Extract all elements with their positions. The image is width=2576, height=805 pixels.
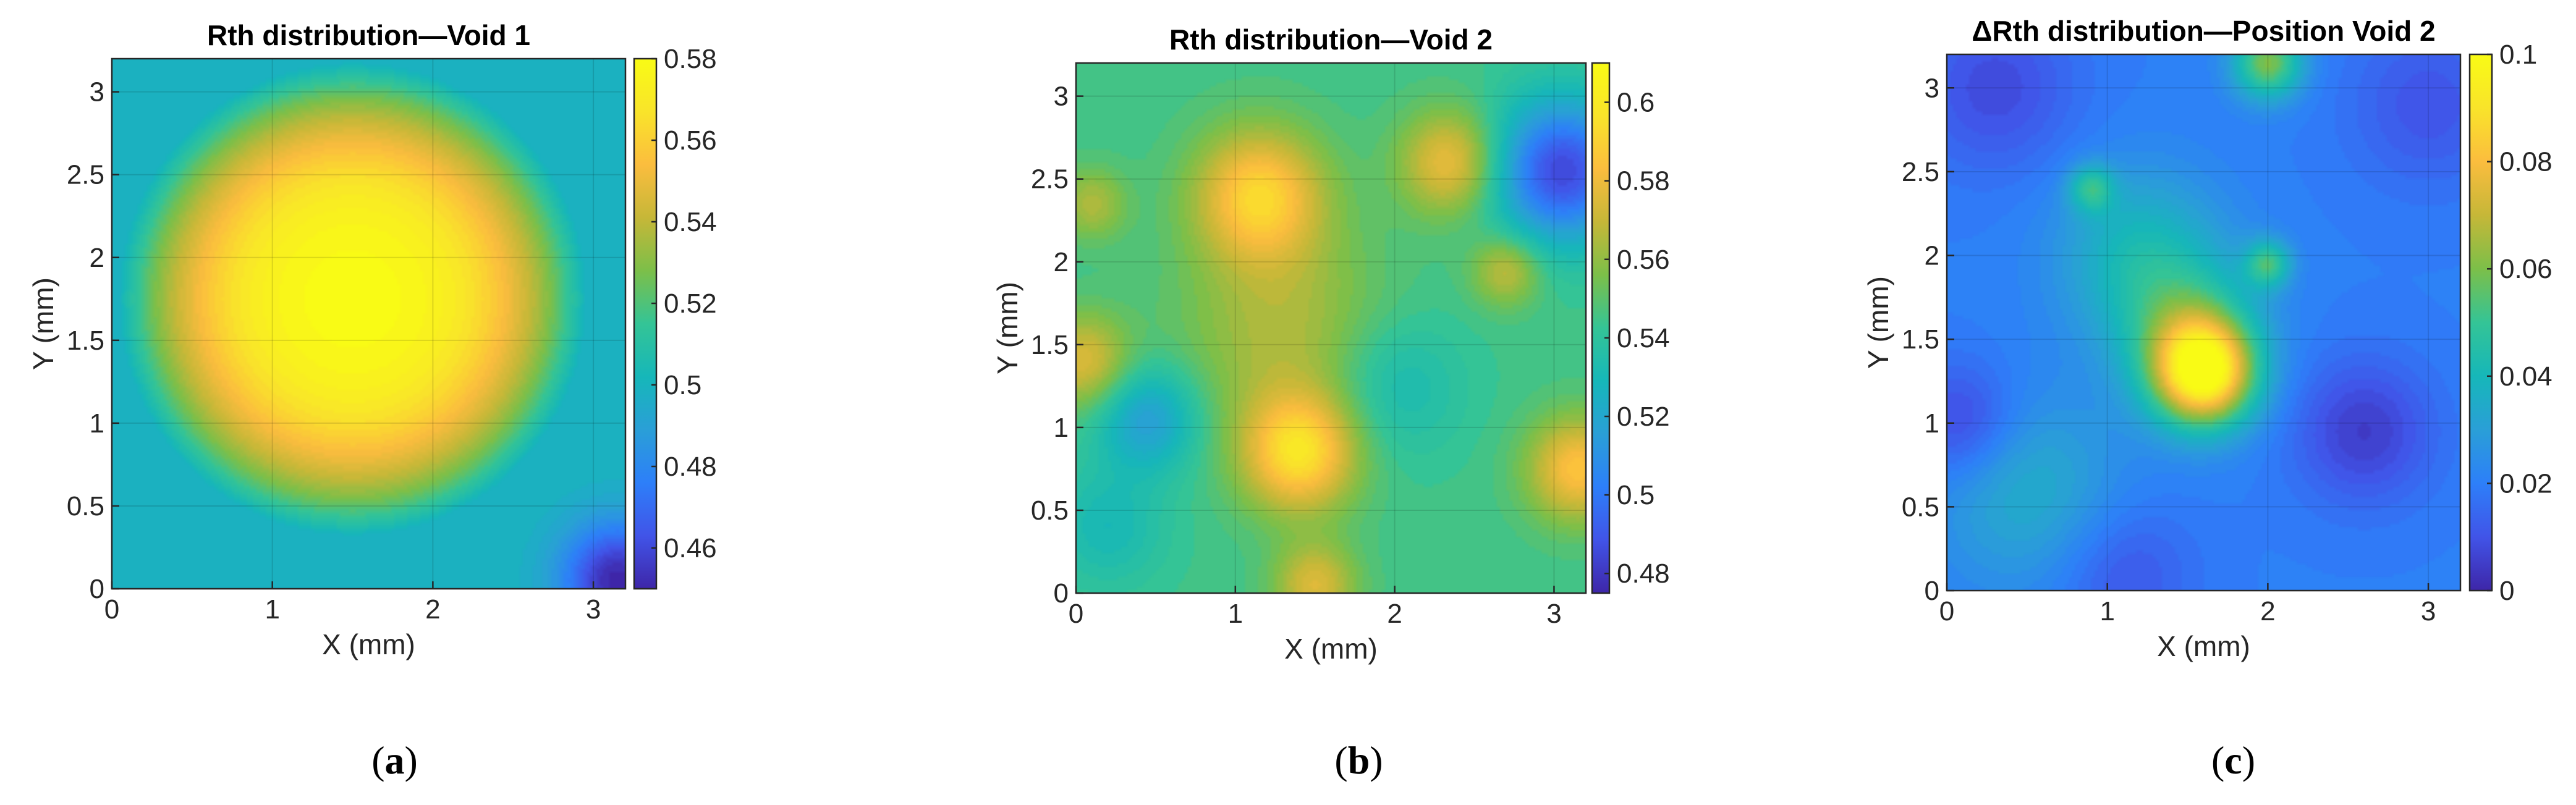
colorbar-tick-label: 0.46 (664, 533, 717, 563)
colorbar-tick-label: 0.04 (2499, 361, 2553, 392)
y-tick-label: 2.5 (67, 160, 104, 190)
y-tick-label: 2.5 (1031, 164, 1069, 195)
y-tick-label: 1.5 (67, 326, 104, 356)
y-tick-label: 0.5 (1031, 495, 1069, 526)
colorbar-tick-label: 0.06 (2499, 254, 2553, 284)
plot-frame-c (1946, 53, 2462, 592)
x-tick-label: 2 (2260, 596, 2275, 626)
y-tick-label: 0 (1054, 578, 1069, 609)
colorbar-gradient (2468, 53, 2493, 592)
y-tick-label: 2 (90, 243, 104, 273)
x-axis-label: X (mm) (1284, 633, 1378, 665)
colorbar-tick-label: 0.56 (664, 125, 717, 156)
panel-title: Rth distribution—Void 2 (1169, 23, 1493, 56)
panel-title: Rth distribution—Void 1 (207, 19, 530, 51)
plot-frame-a (111, 57, 627, 590)
y-tick-label: 0 (1925, 576, 1939, 606)
x-tick-label: 3 (2421, 596, 2436, 626)
colorbar-tick-label: 0.48 (664, 452, 717, 482)
y-axis-label: Y (mm) (991, 282, 1023, 374)
x-tick-label: 2 (1387, 599, 1402, 629)
colorbar-tick-label: 0.54 (664, 207, 717, 237)
y-tick-label: 3 (1925, 73, 1939, 103)
colorbar-tick-label: 0.5 (1617, 480, 1654, 510)
x-axis-label: X (mm) (322, 628, 415, 660)
x-tick-label: 0 (104, 594, 119, 625)
colorbar-tick-label: 0.58 (664, 44, 717, 74)
y-tick-label: 2.5 (1902, 157, 1939, 187)
y-tick-label: 0.5 (67, 491, 104, 521)
y-tick-label: 2 (1925, 241, 1939, 271)
panel-b: 0 1 2 3 0 0.5 1 1.5 2 2.5 3 Rth distribution—Void 2… (991, 23, 1670, 782)
colorbar-b: 0.48 0.5 0.52 0.54 0.56 0.58 0.6 (1591, 62, 1670, 594)
x-tick-label: 0 (1939, 596, 1954, 626)
panel-caption: (a) (371, 738, 418, 782)
colorbar-tick-label: 0.52 (664, 289, 717, 319)
plot-frame-b (1075, 62, 1587, 594)
y-tick-label: 1.5 (1902, 324, 1939, 355)
y-tick-label: 1.5 (1031, 330, 1069, 360)
x-axis-label: X (mm) (2157, 630, 2250, 662)
colorbar-tick-label: 0.54 (1617, 323, 1670, 353)
colorbar-tick-label: 0 (2499, 576, 2514, 606)
y-axis-label: Y (mm) (1862, 276, 1894, 369)
x-tick-label: 1 (1228, 599, 1243, 629)
colorbar-gradient (1591, 62, 1611, 594)
panel-title: ΔRth distribution—Position Void 2 (1972, 15, 2435, 47)
colorbar-gradient (633, 57, 658, 590)
heatmap-c (1947, 54, 2460, 591)
y-tick-label: 1 (1925, 408, 1939, 439)
colorbar-a: 0.46 0.48 0.5 0.52 0.54 0.56 0.58 (633, 44, 717, 590)
panel-caption: (c) (2211, 738, 2255, 782)
y-tick-label: 0.5 (1902, 492, 1939, 522)
x-tick-label: 0 (1069, 599, 1083, 629)
panels: 0 1 2 3 0 0.5 1 1.5 2 2.5 3 Rth distribution—Void 1… (27, 15, 2553, 782)
y-tick-label: 3 (90, 77, 104, 107)
heatmap-a (112, 59, 625, 589)
colorbar-tick-label: 0.48 (1617, 558, 1670, 589)
colorbar-tick-label: 0.6 (1617, 88, 1654, 118)
heatmap-b (1076, 63, 1586, 593)
colorbar-tick-label: 0.52 (1617, 402, 1670, 432)
y-tick-label: 1 (1054, 413, 1069, 443)
colorbar-tick-label: 0.58 (1617, 166, 1670, 196)
x-tick-label: 1 (265, 594, 279, 625)
colorbar-tick-label: 0.1 (2499, 40, 2537, 70)
x-tick-label: 2 (425, 594, 440, 625)
panel-caption: (b) (1334, 738, 1383, 782)
colorbar-tick-label: 0.5 (664, 370, 701, 400)
x-tick-label: 3 (586, 594, 601, 625)
panel-c: 0 1 2 3 0 0.5 1 1.5 2 2.5 3 ΔRth distribution—Posit… (1862, 15, 2553, 782)
colorbar-tick-label: 0.08 (2499, 147, 2553, 177)
x-tick-label: 1 (2099, 596, 2114, 626)
y-tick-label: 0 (90, 574, 104, 604)
colorbar-tick-label: 0.56 (1617, 245, 1670, 275)
panel-a: 0 1 2 3 0 0.5 1 1.5 2 2.5 3 Rth distribution—Void 1… (27, 19, 717, 782)
y-axis-label: Y (mm) (27, 277, 59, 370)
y-tick-label: 3 (1054, 82, 1069, 112)
y-tick-label: 1 (90, 408, 104, 439)
x-tick-label: 3 (1546, 599, 1561, 629)
colorbar-c: 0 0.02 0.04 0.06 0.08 0.1 (2468, 40, 2553, 606)
y-tick-label: 2 (1054, 247, 1069, 277)
colorbar-tick-label: 0.02 (2499, 468, 2553, 499)
